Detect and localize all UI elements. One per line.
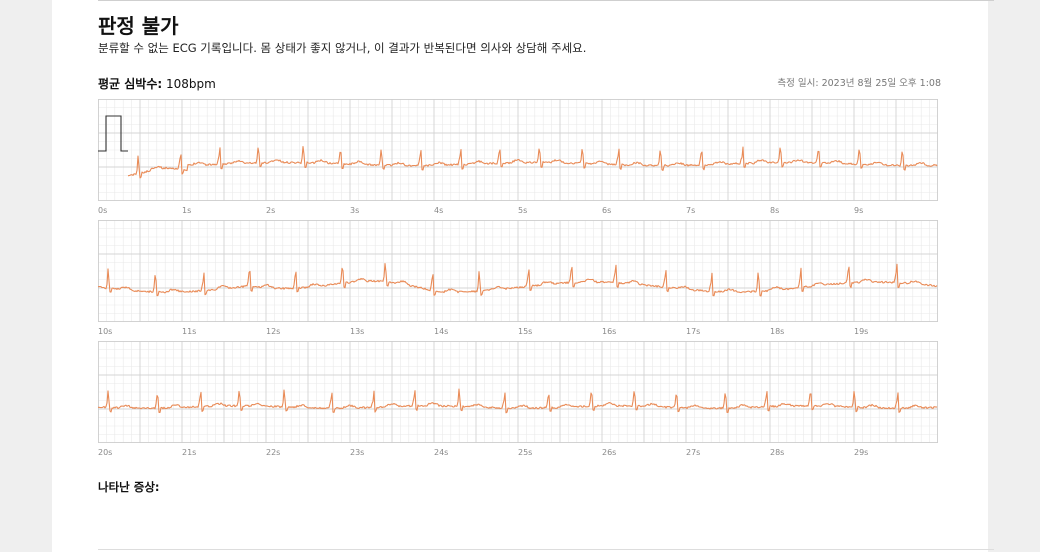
ecg-strip-1-chart: [98, 99, 938, 201]
time-tick-label: 16s: [602, 327, 617, 336]
time-tick-label: 25s: [518, 448, 533, 457]
time-tick-label: 23s: [350, 448, 365, 457]
time-tick-label: 11s: [182, 327, 197, 336]
heart-rate-value: 108bpm: [166, 77, 216, 91]
time-tick-label: 1s: [182, 206, 192, 215]
time-tick-label: 9s: [854, 206, 864, 215]
time-tick-label: 4s: [434, 206, 444, 215]
time-tick-label: 14s: [434, 327, 449, 336]
time-tick-label: 7s: [686, 206, 696, 215]
ecg-strip-3-chart: [98, 341, 938, 443]
average-heart-rate: 평균 심박수: 108bpm: [98, 75, 216, 92]
time-tick-label: 10s: [98, 327, 113, 336]
time-axis-1: 0s 1s 2s 3s 4s 5s 6s 7s 8s 9s: [98, 206, 938, 218]
time-tick-label: 18s: [770, 327, 785, 336]
result-description: 분류할 수 없는 ECG 기록입니다. 몸 상태가 좋지 않거나, 이 결과가 …: [98, 41, 587, 55]
top-divider: [98, 0, 994, 1]
time-tick-label: 5s: [518, 206, 528, 215]
time-tick-label: 6s: [602, 206, 612, 215]
time-tick-label: 21s: [182, 448, 197, 457]
time-tick-label: 27s: [686, 448, 701, 457]
time-tick-label: 3s: [350, 206, 360, 215]
report-page: 판정 불가 분류할 수 없는 ECG 기록입니다. 몸 상태가 좋지 않거나, …: [52, 0, 994, 552]
time-tick-label: 24s: [434, 448, 449, 457]
time-tick-label: 19s: [854, 327, 869, 336]
time-tick-label: 0s: [98, 206, 108, 215]
time-tick-label: 13s: [350, 327, 365, 336]
time-tick-label: 20s: [98, 448, 113, 457]
ecg-strip-2: [98, 220, 938, 322]
time-tick-label: 12s: [266, 327, 281, 336]
time-tick-label: 28s: [770, 448, 785, 457]
time-tick-label: 15s: [518, 327, 533, 336]
time-tick-label: 8s: [770, 206, 780, 215]
bottom-divider: [98, 549, 994, 550]
ecg-strip-1: [98, 99, 938, 201]
ecg-strip-2-chart: [98, 220, 938, 322]
page-title: 판정 불가: [98, 14, 179, 38]
ecg-strip-3: [98, 341, 938, 443]
heart-rate-label: 평균 심박수:: [98, 77, 163, 91]
time-tick-label: 17s: [686, 327, 701, 336]
time-tick-label: 2s: [266, 206, 276, 215]
time-axis-2: 10s 11s 12s 13s 14s 15s 16s 17s 18s 19s: [98, 327, 938, 339]
time-tick-label: 22s: [266, 448, 281, 457]
time-tick-label: 26s: [602, 448, 617, 457]
time-axis-3: 20s 21s 22s 23s 24s 25s 26s 27s 28s 29s: [98, 448, 938, 460]
symptoms-label: 나타난 증상:: [98, 480, 160, 494]
time-tick-label: 29s: [854, 448, 869, 457]
measurement-datetime: 측정 일시: 2023년 8월 25일 오후 1:08: [777, 78, 941, 89]
